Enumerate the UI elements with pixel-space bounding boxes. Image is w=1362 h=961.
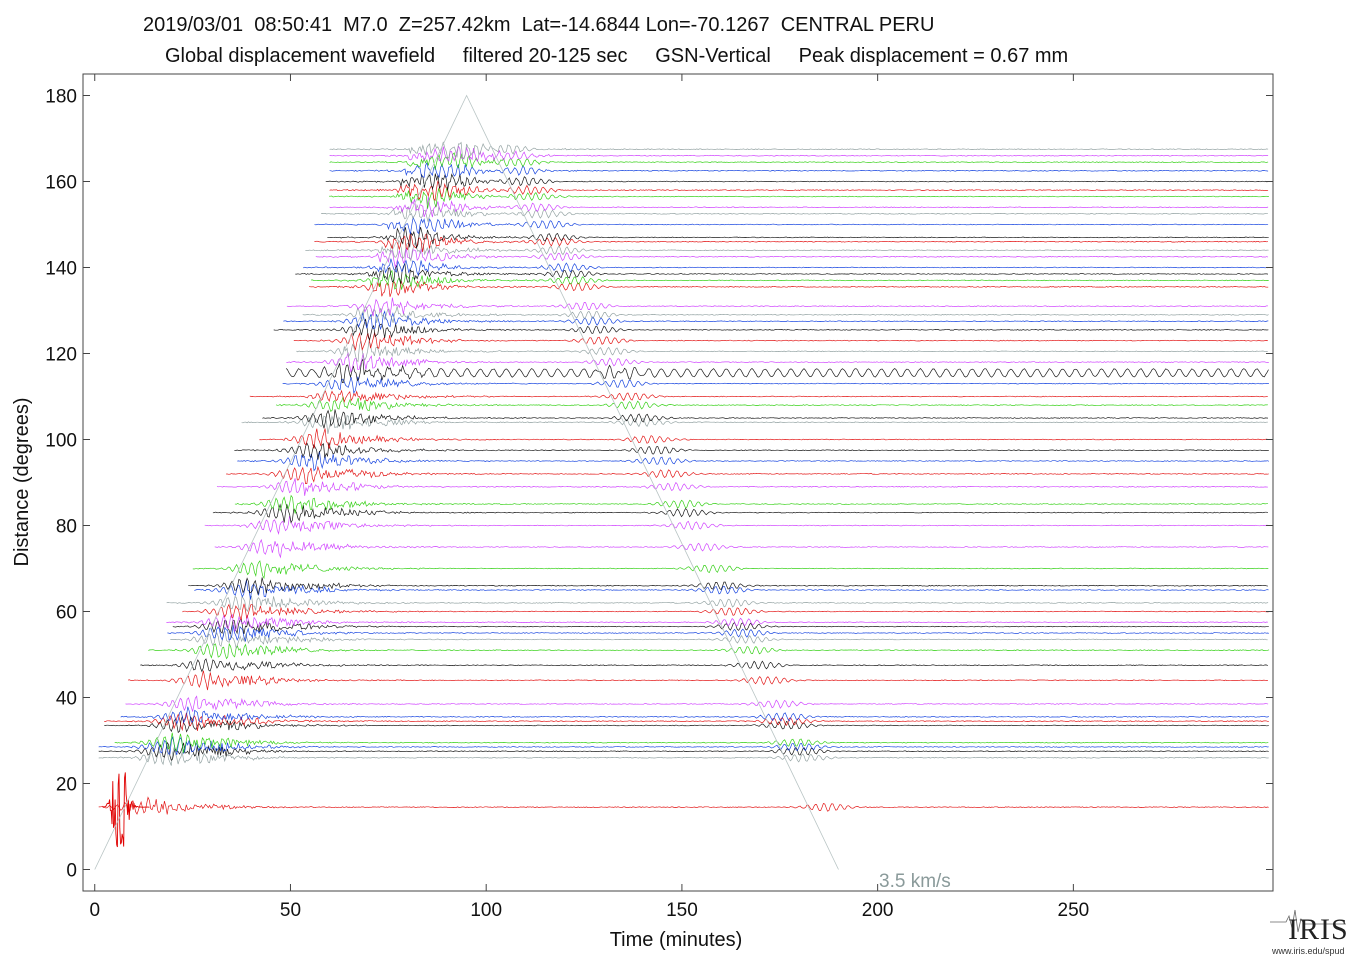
y-tick-label: 0 xyxy=(66,861,77,882)
x-axis-label: Time (minutes) xyxy=(610,929,743,951)
seismogram-trace xyxy=(286,297,1268,317)
seismogram-trace xyxy=(194,579,1269,600)
seismogram-trace xyxy=(170,631,1268,650)
seismogram-trace xyxy=(329,145,1269,163)
seismogram-trace xyxy=(327,227,1269,250)
seismogram-trace xyxy=(114,732,1269,753)
seismogram-trace xyxy=(182,603,1269,621)
seismogram-trace xyxy=(234,494,1268,514)
chart-title-event: 2019/03/01 08:50:41 M7.0 Z=257.42km Lat=… xyxy=(143,14,935,36)
seismogram-trace xyxy=(315,247,1269,269)
seismogram-trace xyxy=(212,503,1269,524)
seismogram-trace xyxy=(302,305,1269,323)
y-tick-label: 120 xyxy=(45,345,77,366)
seismogram-trace xyxy=(295,262,1269,284)
seismogram-trace xyxy=(296,340,1268,363)
y-axis: 0 20 40 60 80 100 120 140 160 180 xyxy=(45,87,1273,882)
y-tick-label: 40 xyxy=(56,689,77,710)
seismogram-trace xyxy=(234,442,1269,460)
seismogram-trace xyxy=(148,642,1270,660)
y-tick-label: 80 xyxy=(56,517,77,538)
y-tick-label: 160 xyxy=(45,173,77,194)
seismogram-trace xyxy=(325,173,1269,191)
seismogram-trace xyxy=(172,618,1269,635)
seismogram-trace xyxy=(303,258,1268,277)
x-tick-label: 0 xyxy=(89,900,100,921)
seismogram-trace xyxy=(249,389,1268,403)
seismogram-trace xyxy=(104,715,1269,734)
seismogram-trace xyxy=(167,625,1269,643)
y-tick-label: 180 xyxy=(45,87,77,108)
seismogram-trace xyxy=(140,658,1268,673)
seismogram-trace xyxy=(120,706,1269,725)
seismogram-trace-spike xyxy=(102,772,150,848)
plot-frame xyxy=(82,73,1274,892)
y-tick-label: 20 xyxy=(56,775,77,796)
seismogram-trace xyxy=(321,204,1268,222)
seismogram-trace xyxy=(275,396,1268,412)
seismogram-trace xyxy=(98,746,1269,766)
seismogram-trace xyxy=(314,232,1268,253)
x-tick-label: 200 xyxy=(862,900,894,921)
chart-subtitle-filter: Global displacement wavefield filtered 2… xyxy=(165,45,1069,67)
seismogram-trace xyxy=(237,451,1270,472)
seismogram-trace xyxy=(286,352,1269,374)
seismogram-trace xyxy=(204,516,1268,535)
seismogram-trace xyxy=(192,560,1269,580)
seismogram-trace xyxy=(309,280,1269,297)
traces-group xyxy=(98,141,1270,848)
seismogram-trace xyxy=(98,741,1269,761)
iris-logo-seismogram-icon xyxy=(1270,909,1346,933)
seismogram-trace xyxy=(216,478,1268,496)
seismogram-trace xyxy=(128,670,1269,691)
x-tick-label: 50 xyxy=(280,900,301,921)
x-tick-label: 250 xyxy=(1058,900,1090,921)
seismogram-trace xyxy=(329,141,1269,160)
reference-curve xyxy=(94,94,839,870)
seismogram-trace xyxy=(214,538,1269,559)
iris-logo: IRIS xyxy=(1288,913,1349,946)
seismogram-trace xyxy=(241,415,1268,434)
seismogram-trace xyxy=(273,318,1269,341)
seismogram-trace xyxy=(283,310,1269,331)
seismogram-trace xyxy=(314,216,1269,235)
seismogram-trace xyxy=(305,239,1269,262)
seismogram-trace xyxy=(311,269,1269,290)
y-tick-label: 100 xyxy=(45,431,77,452)
seismogram-trace xyxy=(329,161,1269,179)
seismogram-trace xyxy=(98,796,1269,815)
seismogram-trace xyxy=(259,428,1269,449)
y-tick-label: 140 xyxy=(45,259,77,280)
seismogram-trace xyxy=(98,736,1269,755)
seismogram-trace xyxy=(104,712,1269,732)
x-tick-label: 150 xyxy=(666,900,698,921)
iris-url: www.iris.edu/spud xyxy=(1272,946,1345,956)
x-tick-label: 100 xyxy=(470,900,502,921)
velocity-annotation: 3.5 km/s xyxy=(879,871,951,892)
seismogram-trace xyxy=(188,577,1268,595)
seismogram-trace xyxy=(282,376,1270,394)
seismogram-trace xyxy=(166,595,1269,612)
seismogram-trace xyxy=(293,331,1269,352)
seismogram-trace xyxy=(329,180,1269,202)
y-tick-label: 60 xyxy=(56,603,77,624)
y-axis-label: Distance (degrees) xyxy=(11,398,33,567)
seismogram-trace xyxy=(329,196,1269,218)
seismogram-trace xyxy=(262,409,1269,429)
reference-curves xyxy=(94,94,839,870)
x-axis: 0 50 100 150 200 250 xyxy=(89,74,1089,921)
seismogram-trace xyxy=(285,358,1269,384)
seismogram-trace xyxy=(329,187,1269,209)
seismogram-trace xyxy=(226,465,1269,484)
seismogram-trace xyxy=(166,614,1268,633)
seismogram-trace xyxy=(125,695,1269,712)
seismogram-trace xyxy=(329,152,1269,170)
